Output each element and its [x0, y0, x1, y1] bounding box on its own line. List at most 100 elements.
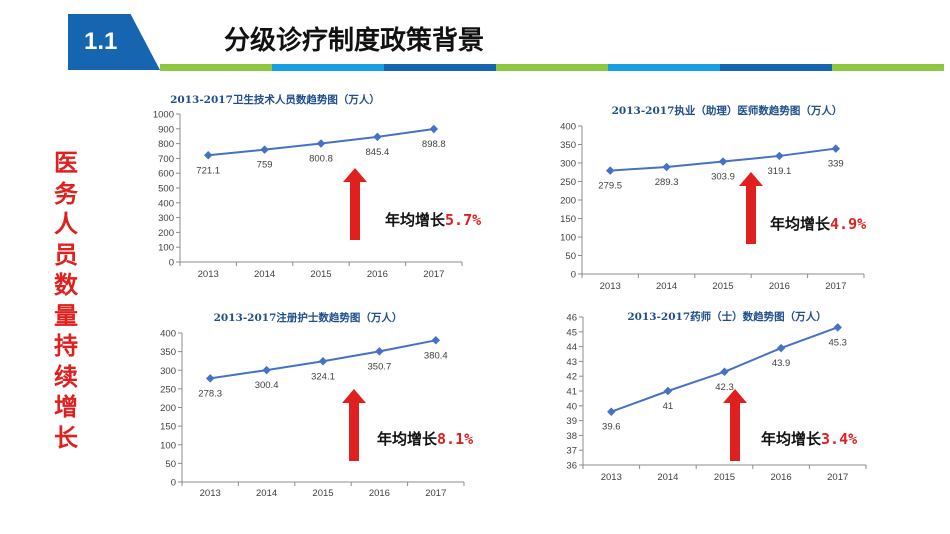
x-tick-label: 2014 — [657, 472, 678, 483]
chart-title: 2013-2017注册护士数趋势图（万人） — [214, 311, 403, 324]
side-title-char: 长 — [54, 423, 78, 452]
data-label: 45.3 — [828, 337, 847, 348]
y-tick-label: 300 — [160, 366, 176, 377]
y-tick-label: 0 — [171, 478, 176, 489]
y-tick-label: 500 — [158, 184, 174, 195]
x-tick-label: 2017 — [425, 488, 446, 499]
growth-annotation: 年均增长4.9% — [770, 215, 867, 233]
data-label: 42.3 — [715, 382, 734, 393]
side-title-char: 持 — [54, 332, 78, 360]
data-point — [203, 151, 213, 160]
y-tick-label: 400 — [560, 122, 576, 133]
y-tick-label: 36 — [566, 461, 577, 472]
stripe-segment — [384, 64, 496, 71]
data-label: 39.6 — [602, 422, 621, 433]
growth-annotation: 年均增长3.4% — [761, 430, 858, 448]
up-arrow-icon — [723, 389, 747, 461]
y-tick-label: 50 — [565, 251, 576, 262]
x-tick-label: 2017 — [423, 269, 444, 280]
x-tick-label: 2016 — [369, 488, 390, 499]
x-tick-label: 2013 — [601, 472, 622, 483]
data-point — [316, 139, 326, 148]
header-stripe — [160, 64, 944, 71]
stripe-segment — [496, 64, 608, 71]
side-title-char: 量 — [54, 301, 78, 330]
x-tick-label: 2014 — [254, 269, 275, 280]
x-tick-label: 2014 — [256, 488, 277, 499]
y-tick-label: 0 — [169, 258, 174, 269]
data-point — [833, 323, 842, 332]
x-tick-label: 2016 — [771, 472, 792, 483]
side-title-char: 医 — [54, 149, 78, 177]
chart-title: 2013-2017卫生技术人员数趋势图（万人） — [170, 93, 380, 106]
x-tick-label: 2013 — [200, 488, 221, 499]
x-tick-label: 2014 — [656, 281, 677, 292]
stripe-segment — [832, 64, 944, 71]
side-title-char: 员 — [54, 240, 78, 269]
y-tick-label: 800 — [158, 139, 174, 150]
x-tick-label: 2015 — [714, 472, 735, 483]
data-point — [663, 386, 673, 396]
y-tick-label: 100 — [160, 440, 176, 451]
data-label: 303.9 — [711, 172, 735, 183]
stripe-segment — [160, 64, 272, 71]
x-tick-label: 2016 — [367, 269, 388, 280]
up-arrow-icon — [343, 168, 367, 240]
y-tick-label: 600 — [158, 169, 174, 180]
y-tick-label: 150 — [560, 214, 576, 225]
y-tick-label: 300 — [560, 159, 576, 170]
x-tick-label: 2015 — [312, 488, 333, 499]
y-tick-label: 300 — [158, 213, 174, 224]
data-label: 721.1 — [196, 165, 220, 176]
y-tick-label: 250 — [160, 384, 176, 395]
y-tick-label: 200 — [560, 196, 576, 207]
data-label: 898.8 — [422, 139, 446, 150]
y-tick-label: 200 — [158, 228, 174, 239]
data-label: 278.3 — [198, 388, 222, 399]
data-label: 289.3 — [655, 177, 679, 188]
up-arrow-icon — [342, 389, 366, 461]
side-title-char: 续 — [54, 362, 78, 391]
chart-title: 2013-2017药师（士）数趋势图（万人） — [627, 310, 826, 323]
x-tick-label: 2015 — [712, 281, 733, 292]
x-tick-label: 2017 — [825, 281, 846, 292]
data-point — [205, 374, 215, 383]
y-tick-label: 46 — [566, 313, 577, 324]
side-title-char: 增 — [54, 393, 78, 421]
y-tick-label: 400 — [158, 198, 174, 209]
data-label: 43.9 — [772, 358, 791, 369]
data-point — [373, 132, 382, 142]
side-title-char: 数 — [54, 271, 78, 299]
up-arrow-icon — [739, 172, 763, 244]
y-tick-label: 900 — [158, 124, 174, 135]
y-tick-label: 200 — [160, 403, 176, 414]
stripe-segment — [720, 64, 832, 71]
y-tick-label: 42 — [566, 372, 577, 383]
x-tick-label: 2013 — [198, 269, 219, 280]
data-label: 380.4 — [424, 350, 448, 361]
data-point — [720, 367, 729, 377]
y-tick-label: 1000 — [153, 110, 174, 121]
data-point — [260, 145, 269, 154]
data-point — [776, 343, 786, 353]
y-tick-label: 350 — [160, 347, 176, 358]
data-label: 845.4 — [366, 147, 390, 158]
chart-title: 2013-2017执业（助理）医师数趋势图（万人） — [612, 104, 843, 117]
y-tick-label: 44 — [566, 342, 577, 353]
y-tick-label: 0 — [571, 270, 576, 281]
y-tick-label: 100 — [560, 233, 576, 244]
data-label: 339 — [828, 159, 844, 170]
x-tick-label: 2013 — [600, 281, 621, 292]
growth-annotation: 年均增长5.7% — [385, 211, 482, 229]
y-tick-label: 50 — [165, 459, 176, 470]
y-tick-label: 250 — [560, 177, 576, 188]
y-tick-label: 45 — [566, 327, 577, 338]
data-label: 759 — [257, 160, 273, 171]
y-tick-label: 38 — [566, 431, 577, 442]
data-label: 41 — [663, 401, 674, 412]
page-title: 分级诊疗制度政策背景 — [224, 26, 485, 56]
data-label: 319.1 — [768, 166, 792, 177]
